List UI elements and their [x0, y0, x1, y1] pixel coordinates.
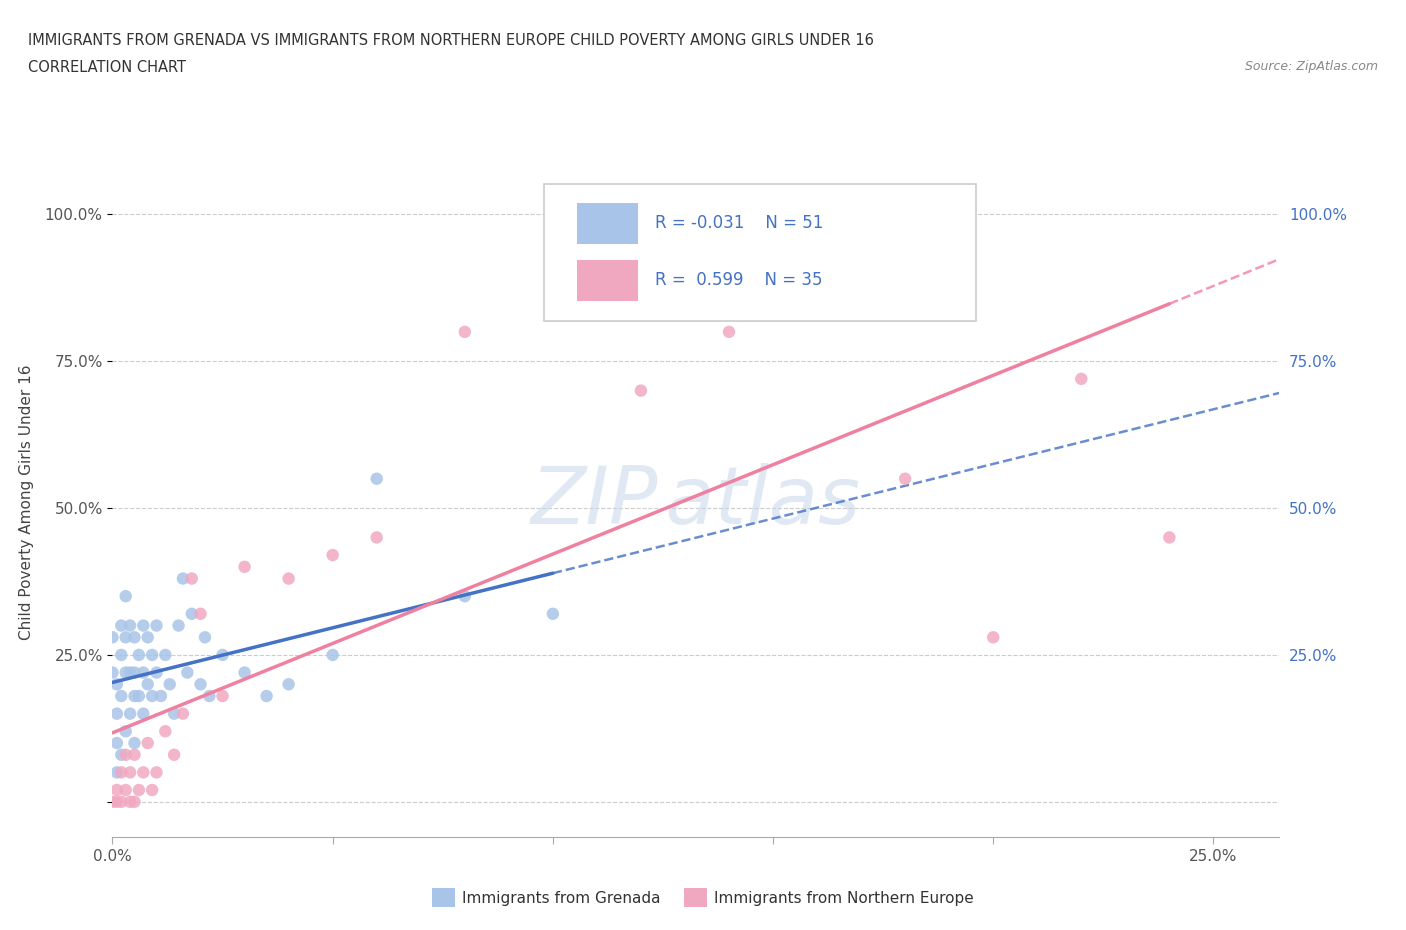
Point: [136, 736, 159, 751]
Point: [630, 383, 652, 398]
Point: [105, 782, 128, 797]
Point: [128, 647, 150, 662]
Point: [120, 665, 142, 680]
Point: [101, 630, 124, 644]
Point: [894, 472, 917, 486]
Point: [172, 571, 194, 586]
Text: ZIP atlas: ZIP atlas: [531, 463, 860, 541]
Point: [124, 665, 146, 680]
Text: IMMIGRANTS FROM GRENADA VS IMMIGRANTS FROM NORTHERN EUROPE CHILD POVERTY AMONG G: IMMIGRANTS FROM GRENADA VS IMMIGRANTS FR…: [28, 33, 875, 47]
Legend: Immigrants from Grenada, Immigrants from Northern Europe: Immigrants from Grenada, Immigrants from…: [426, 883, 980, 913]
Point: [105, 706, 128, 721]
Point: [198, 688, 221, 703]
FancyBboxPatch shape: [544, 184, 976, 322]
Point: [128, 782, 150, 797]
Point: [101, 665, 124, 680]
Point: [105, 765, 128, 780]
Point: [132, 706, 155, 721]
Point: [136, 630, 159, 644]
Point: [190, 677, 212, 692]
Point: [120, 765, 142, 780]
Point: [141, 647, 163, 662]
Point: [454, 589, 477, 604]
Point: [110, 647, 132, 662]
Point: [110, 748, 132, 763]
Point: [981, 630, 1004, 644]
Point: [149, 688, 172, 703]
Point: [1159, 530, 1181, 545]
Point: [163, 748, 186, 763]
Point: [114, 724, 136, 738]
FancyBboxPatch shape: [576, 259, 638, 301]
Point: [114, 589, 136, 604]
Point: [120, 618, 142, 633]
Point: [322, 548, 344, 563]
Point: [114, 630, 136, 644]
Point: [233, 665, 256, 680]
Point: [366, 472, 388, 486]
Point: [180, 606, 202, 621]
Point: [806, 295, 828, 310]
Point: [1070, 371, 1092, 386]
Point: [132, 665, 155, 680]
Point: [322, 647, 344, 662]
Point: [124, 736, 146, 751]
Point: [211, 647, 233, 662]
Point: [717, 325, 740, 339]
Point: [114, 782, 136, 797]
Point: [105, 794, 128, 809]
Point: [155, 724, 177, 738]
Point: [541, 606, 564, 621]
Y-axis label: Child Poverty Among Girls Under 16: Child Poverty Among Girls Under 16: [18, 365, 34, 640]
Point: [454, 325, 477, 339]
Point: [114, 748, 136, 763]
Point: [194, 630, 217, 644]
Text: R = -0.031    N = 51: R = -0.031 N = 51: [655, 214, 824, 232]
Point: [132, 765, 155, 780]
Point: [141, 688, 163, 703]
Point: [120, 706, 142, 721]
Point: [110, 618, 132, 633]
Point: [176, 665, 198, 680]
Point: [114, 665, 136, 680]
Point: [366, 530, 388, 545]
Point: [145, 765, 167, 780]
Point: [180, 571, 202, 586]
Point: [277, 677, 299, 692]
Point: [172, 706, 194, 721]
Point: [110, 794, 132, 809]
Point: [101, 794, 124, 809]
Point: [155, 647, 177, 662]
Point: [145, 665, 167, 680]
Point: [124, 748, 146, 763]
Point: [110, 688, 132, 703]
Point: [110, 765, 132, 780]
Point: [190, 606, 212, 621]
Point: [128, 688, 150, 703]
Point: [132, 618, 155, 633]
Text: Source: ZipAtlas.com: Source: ZipAtlas.com: [1244, 60, 1378, 73]
Point: [145, 618, 167, 633]
Point: [124, 630, 146, 644]
Point: [120, 794, 142, 809]
Point: [167, 618, 190, 633]
Point: [105, 677, 128, 692]
Point: [277, 571, 299, 586]
Point: [163, 706, 186, 721]
Text: CORRELATION CHART: CORRELATION CHART: [28, 60, 186, 75]
Point: [159, 677, 181, 692]
Point: [141, 782, 163, 797]
Point: [124, 794, 146, 809]
Point: [124, 688, 146, 703]
FancyBboxPatch shape: [576, 203, 638, 245]
Text: R =  0.599    N = 35: R = 0.599 N = 35: [655, 271, 823, 289]
Point: [211, 688, 233, 703]
Point: [136, 677, 159, 692]
Point: [256, 688, 278, 703]
Point: [233, 559, 256, 574]
Point: [541, 207, 564, 222]
Point: [105, 736, 128, 751]
